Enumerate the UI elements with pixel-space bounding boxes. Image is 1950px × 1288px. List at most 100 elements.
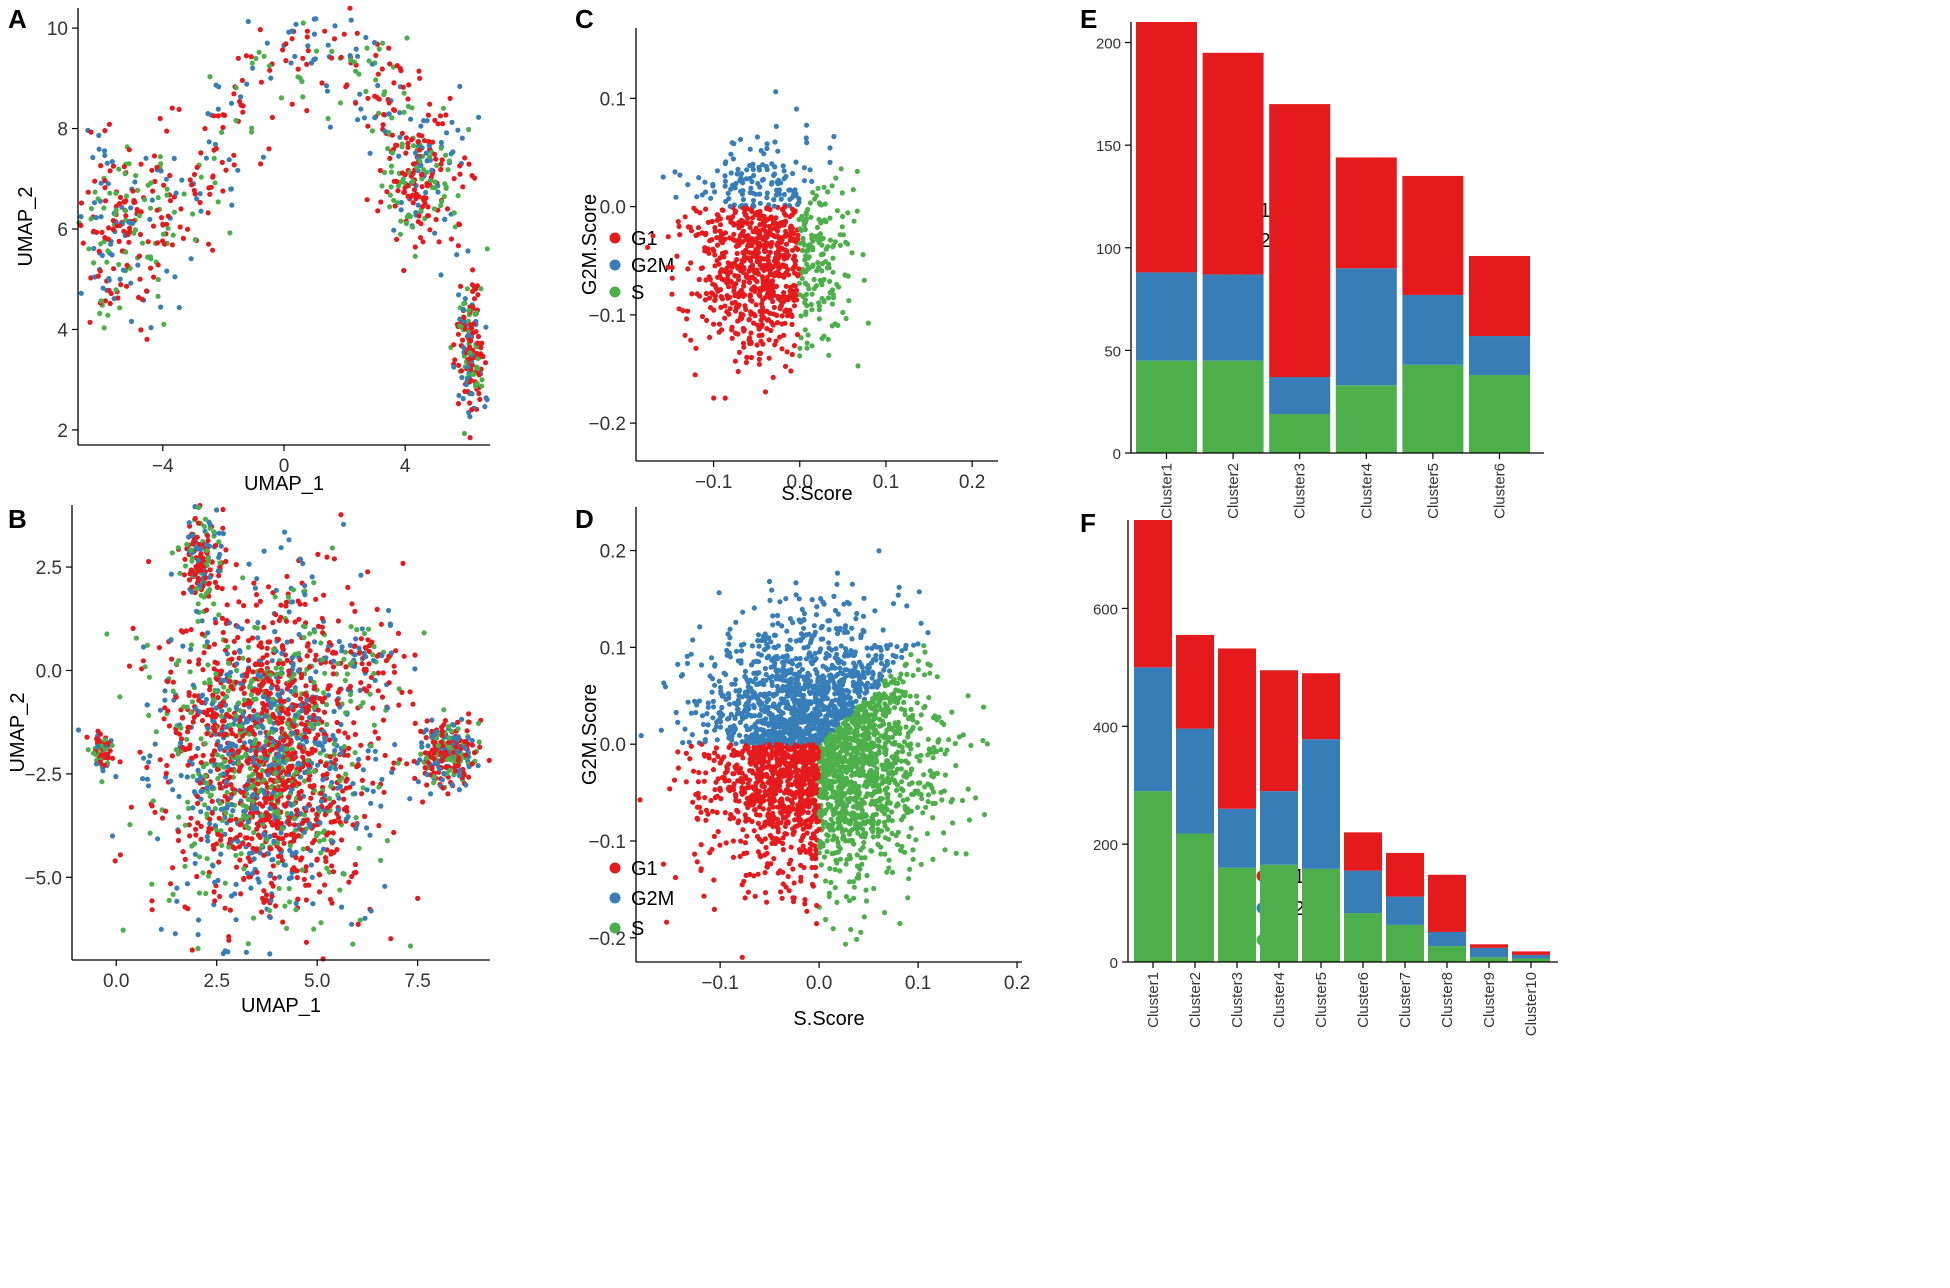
point-g1 <box>412 775 418 782</box>
point-g1 <box>84 734 90 740</box>
point-g1 <box>418 728 424 735</box>
point-g1 <box>145 239 151 245</box>
point-g1 <box>95 273 101 279</box>
point-g1 <box>305 762 311 768</box>
point-s <box>240 802 246 808</box>
point-s <box>823 259 829 265</box>
point-g2m <box>255 716 261 723</box>
point-g1 <box>205 707 211 713</box>
panel-letter: A <box>8 4 27 34</box>
point-g1 <box>310 807 316 813</box>
point-g2m <box>249 850 255 856</box>
point-s <box>796 216 802 223</box>
point-s <box>829 287 836 293</box>
point-g1 <box>341 796 347 802</box>
point-g1 <box>359 777 365 784</box>
point-s <box>120 927 126 933</box>
point-g2m <box>140 644 147 650</box>
point-s <box>854 168 860 174</box>
point-g2m <box>192 860 198 866</box>
point-g1 <box>795 246 801 252</box>
point-s <box>86 246 92 252</box>
point-g1 <box>710 246 716 252</box>
point-g1 <box>719 240 726 246</box>
point-s <box>324 865 330 871</box>
point-g2m <box>296 631 302 638</box>
point-s <box>818 220 824 226</box>
point-g1 <box>768 226 774 232</box>
point-g1 <box>146 558 152 565</box>
point-g1 <box>761 220 767 226</box>
point-g1 <box>393 142 399 148</box>
point-g1 <box>399 130 405 136</box>
point-g2m <box>736 732 743 739</box>
point-s <box>200 870 206 876</box>
point-s <box>395 200 401 206</box>
point-g1 <box>782 204 788 210</box>
point-s <box>802 327 808 333</box>
point-s <box>809 343 815 349</box>
point-s <box>390 64 396 70</box>
point-g1 <box>747 224 753 231</box>
point-g1 <box>206 580 212 586</box>
point-g1 <box>180 235 186 241</box>
point-g1 <box>789 206 796 212</box>
point-g1 <box>769 239 775 246</box>
point-s <box>313 48 320 54</box>
point-g2m <box>429 734 435 740</box>
point-g2m <box>336 638 342 645</box>
point-g1 <box>443 112 449 118</box>
point-s <box>109 742 115 749</box>
point-g1 <box>761 286 767 292</box>
point-s <box>238 851 244 857</box>
point-s <box>215 775 221 782</box>
point-g1 <box>471 284 477 290</box>
point-g1 <box>110 226 116 233</box>
point-g2m <box>257 730 263 736</box>
point-g2m <box>212 141 218 147</box>
point-g1 <box>138 161 144 167</box>
point-g2m <box>203 155 209 161</box>
point-g2m <box>465 735 471 741</box>
point-g1 <box>102 751 108 758</box>
point-s <box>283 925 290 932</box>
point-g1 <box>260 700 266 706</box>
point-g1 <box>677 232 683 238</box>
point-g1 <box>352 731 358 738</box>
point-g1 <box>213 542 219 549</box>
point-g1 <box>748 220 755 226</box>
point-g2m <box>268 705 274 711</box>
legend-swatch-s <box>609 922 621 934</box>
point-g1 <box>88 275 94 281</box>
point-g2m <box>215 106 221 112</box>
point-g1 <box>717 228 723 234</box>
point-s <box>123 193 130 199</box>
point-g1 <box>739 222 745 228</box>
point-s <box>202 516 209 522</box>
point-g1 <box>410 161 417 167</box>
point-g2m <box>96 132 102 138</box>
point-s <box>286 886 292 892</box>
point-g1 <box>455 719 461 725</box>
point-s <box>211 529 217 535</box>
point-s <box>827 866 833 872</box>
point-g1 <box>319 80 325 86</box>
point-g2m <box>227 743 233 749</box>
point-g1 <box>746 268 752 274</box>
point-g1 <box>106 121 112 127</box>
point-g1 <box>185 729 191 735</box>
point-g2m <box>781 176 787 182</box>
point-g1 <box>198 551 204 557</box>
point-g2m <box>769 161 775 167</box>
point-g1 <box>429 766 435 772</box>
point-s <box>301 634 307 641</box>
point-g1 <box>190 719 196 725</box>
point-g1 <box>292 619 298 625</box>
point-s <box>223 810 229 816</box>
point-s <box>854 208 860 214</box>
point-g2m <box>456 767 462 774</box>
point-g1 <box>87 319 93 325</box>
point-g1 <box>387 155 393 161</box>
point-s <box>213 671 219 677</box>
point-g1 <box>375 688 381 694</box>
